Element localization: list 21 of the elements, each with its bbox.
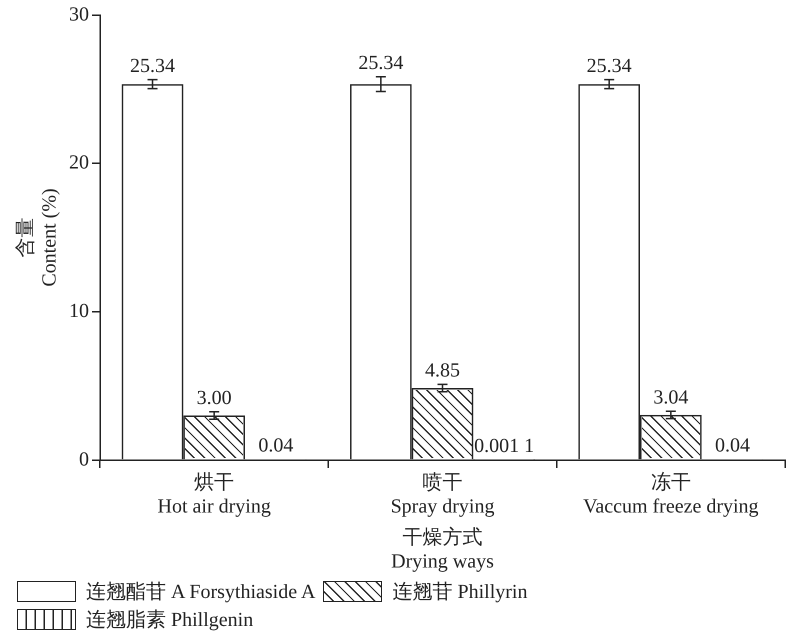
- data-label: 25.34: [358, 52, 404, 74]
- data-label: 3.04: [653, 386, 688, 408]
- legend-label: 连翘苷 Phillyrin: [392, 580, 528, 604]
- y-tick-label: 30: [69, 3, 89, 26]
- y-tick-label: 10: [69, 300, 89, 322]
- data-label: 25.34: [586, 54, 632, 77]
- y-tick-label: 20: [69, 152, 89, 174]
- x-tick-label: 冻干 Vaccum freeze drying: [583, 471, 759, 518]
- data-label: 4.85: [425, 360, 460, 382]
- y-axis-title: 含量 Content (%): [14, 188, 60, 287]
- y-tick-label: 0: [79, 448, 89, 470]
- x-axis-title: 干燥方式 Drying ways: [391, 525, 494, 572]
- x-tick-label: 喷干 Spray drying: [390, 471, 494, 518]
- data-label: 0.04: [258, 434, 294, 457]
- data-label: 3.00: [196, 387, 232, 410]
- legend-label: 连翘酯苷 A Forsythiaside A: [86, 580, 316, 604]
- data-label: 0.001 1: [474, 435, 534, 458]
- data-label: 0.04: [714, 434, 750, 457]
- x-tick-label: 烘干 Hot air drying: [158, 471, 271, 518]
- legend-label: 连翘脂素 Phillgenin: [86, 608, 254, 632]
- data-label: 25.34: [130, 54, 176, 77]
